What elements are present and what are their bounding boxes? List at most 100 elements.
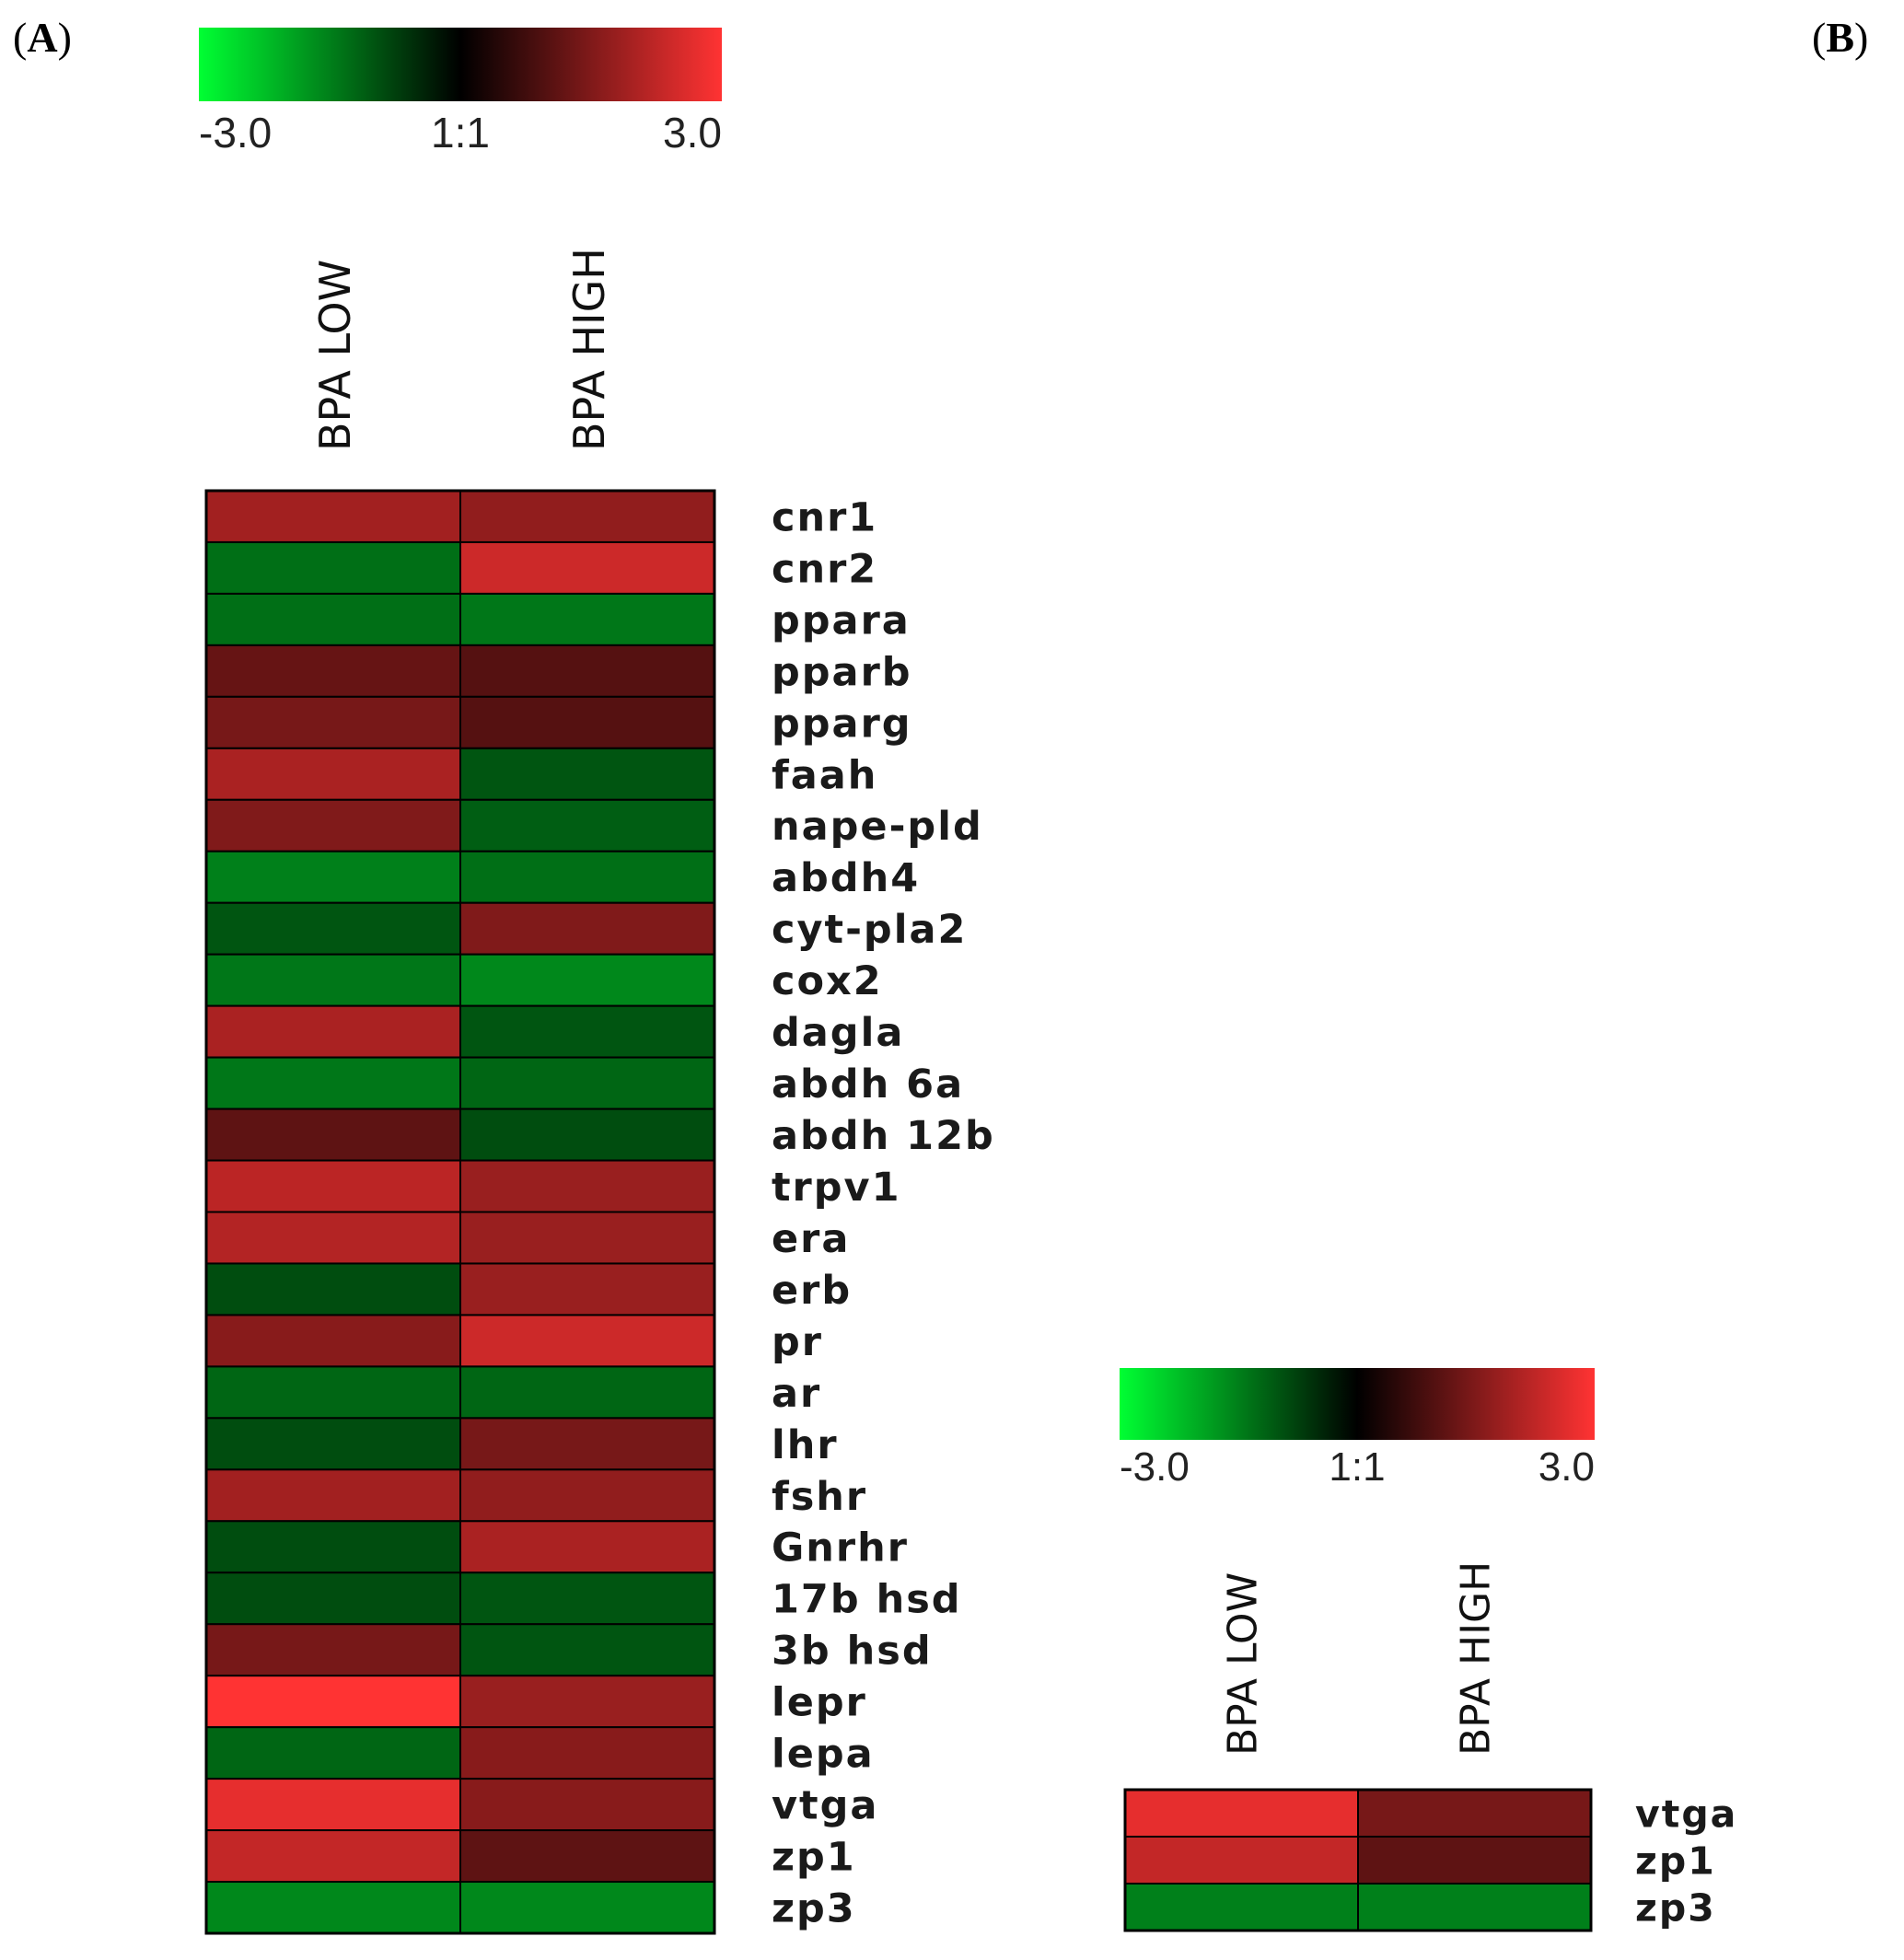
panel-a-row-label: lepa bbox=[772, 1732, 875, 1778]
panel-a-cell bbox=[205, 1314, 461, 1368]
panel-a-cell bbox=[205, 901, 461, 956]
panel-b-column-label: BPA LOW bbox=[1220, 1572, 1267, 1756]
panel-a-cell bbox=[459, 1520, 715, 1574]
panel-a-cell bbox=[459, 1623, 715, 1677]
panel-a-row-label: lhr bbox=[772, 1422, 839, 1468]
panel-a-cell bbox=[205, 695, 461, 749]
panel-a-row-label: faah bbox=[772, 752, 877, 798]
panel-b-letter: (B) bbox=[1812, 14, 1869, 61]
panel-a-cell bbox=[459, 1108, 715, 1162]
panel-a-column-label: BPA LOW bbox=[310, 260, 360, 451]
panel-a-cell bbox=[205, 1004, 461, 1059]
panel-a-row-label: lepr bbox=[772, 1680, 867, 1726]
panel-b-cell bbox=[1124, 1789, 1359, 1838]
panel-a-row-label: ppara bbox=[772, 597, 911, 644]
panel-a-row-label: era bbox=[772, 1216, 850, 1262]
panel-a-cell bbox=[205, 1262, 461, 1316]
panel-b-cell bbox=[1124, 1883, 1359, 1931]
panel-a-row-label: zp1 bbox=[772, 1835, 856, 1881]
panel-a-scale-min-label: -3.0 bbox=[199, 109, 272, 157]
panel-a-row-label: abdh 12b bbox=[772, 1113, 995, 1159]
panel-a-cell bbox=[205, 1623, 461, 1677]
panel-a-cell bbox=[205, 1520, 461, 1574]
panel-a-cell bbox=[459, 1778, 715, 1832]
panel-b-scale-min-label: -3.0 bbox=[1120, 1444, 1190, 1490]
panel-a-row-label: cyt-pla2 bbox=[772, 907, 967, 953]
panel-a-cell bbox=[205, 1778, 461, 1832]
panel-a-row-label: zp3 bbox=[772, 1885, 856, 1931]
panel-a-cell bbox=[205, 1726, 461, 1780]
panel-a-cell bbox=[205, 1365, 461, 1420]
panel-a-cell bbox=[205, 1159, 461, 1213]
panel-a-cell bbox=[459, 1004, 715, 1059]
panel-b-scale-mid-label: 1:1 bbox=[1329, 1444, 1385, 1490]
panel-a-cell bbox=[205, 953, 461, 1007]
panel-b-row-label: zp3 bbox=[1635, 1885, 1716, 1930]
panel-a-cell bbox=[459, 1314, 715, 1368]
panel-b-heatmap-frame bbox=[1123, 1788, 1593, 1932]
panel-a-column-label: BPA HIGH bbox=[564, 248, 614, 451]
panel-b-row-label: vtga bbox=[1635, 1792, 1737, 1836]
panel-a-cell bbox=[459, 490, 715, 543]
panel-a-cell bbox=[205, 540, 461, 595]
panel-a-cell bbox=[205, 1056, 461, 1110]
panel-a-cell bbox=[459, 1468, 715, 1523]
panel-a-cell bbox=[459, 1829, 715, 1884]
panel-a-cell bbox=[205, 1829, 461, 1884]
panel-a-row-label: abdh 6a bbox=[772, 1061, 964, 1108]
panel-a-cell bbox=[459, 1056, 715, 1110]
panel-a-cell bbox=[459, 1211, 715, 1265]
panel-a-cell bbox=[459, 1417, 715, 1471]
panel-a-scale-max-label: 3.0 bbox=[663, 109, 722, 157]
panel-a-cell bbox=[205, 747, 461, 801]
panel-a-row-label: erb bbox=[772, 1268, 852, 1314]
panel-a-cell bbox=[205, 1468, 461, 1523]
panel-a-heatmap-frame bbox=[204, 489, 716, 1935]
panel-a-cell bbox=[459, 540, 715, 595]
panel-a-row-label: cox2 bbox=[772, 958, 883, 1004]
panel-a-row-label: abdh4 bbox=[772, 855, 920, 901]
panel-b-scale-max-label: 3.0 bbox=[1538, 1444, 1595, 1490]
panel-a-cell bbox=[459, 901, 715, 956]
panel-a-cell bbox=[205, 1881, 461, 1935]
panel-a-cell bbox=[205, 644, 461, 698]
panel-a-row-label: 17b hsd bbox=[772, 1577, 962, 1623]
panel-a-row-label: nape-pld bbox=[772, 804, 983, 850]
panel-a-cell bbox=[205, 490, 461, 543]
panel-a-row-label: 3b hsd bbox=[772, 1629, 933, 1675]
panel-a-row-label: vtga bbox=[772, 1783, 878, 1829]
panel-a-row-label: pr bbox=[772, 1319, 823, 1365]
panel-a-cell bbox=[459, 1571, 715, 1626]
panel-a-cell bbox=[459, 798, 715, 852]
panel-a-row-label: pparb bbox=[772, 649, 912, 695]
panel-a-row-label: Gnrhr bbox=[772, 1525, 909, 1571]
panel-a-cell bbox=[205, 1417, 461, 1471]
panel-b-cell bbox=[1357, 1883, 1592, 1931]
panel-a-cell bbox=[459, 1159, 715, 1213]
panel-a-cell bbox=[459, 1726, 715, 1780]
panel-a-cell bbox=[459, 1262, 715, 1316]
panel-a-cell bbox=[459, 695, 715, 749]
panel-a-cell bbox=[205, 850, 461, 904]
panel-a-cell bbox=[205, 592, 461, 646]
panel-a-row-label: trpv1 bbox=[772, 1165, 901, 1211]
panel-a-cell bbox=[459, 1881, 715, 1935]
panel-a-letter: (A) bbox=[13, 14, 72, 61]
panel-b-color-scale-bar bbox=[1120, 1368, 1595, 1440]
panel-a-row-label: cnr2 bbox=[772, 546, 877, 592]
panel-a-row-label: cnr1 bbox=[772, 494, 877, 540]
panel-b-cell bbox=[1357, 1789, 1592, 1838]
panel-a-cell bbox=[205, 1211, 461, 1265]
panel-a-cell bbox=[459, 953, 715, 1007]
panel-b-row-label: zp1 bbox=[1635, 1838, 1716, 1883]
panel-b-cell bbox=[1357, 1836, 1592, 1885]
panel-a-cell bbox=[459, 1365, 715, 1420]
panel-b-cell bbox=[1124, 1836, 1359, 1885]
panel-a-row-label: pparg bbox=[772, 701, 912, 747]
panel-a-cell bbox=[205, 1108, 461, 1162]
panel-a-cell bbox=[459, 592, 715, 646]
panel-a-cell bbox=[205, 1571, 461, 1626]
panel-b-column-label: BPA HIGH bbox=[1453, 1561, 1500, 1756]
panel-a-cell bbox=[205, 798, 461, 852]
